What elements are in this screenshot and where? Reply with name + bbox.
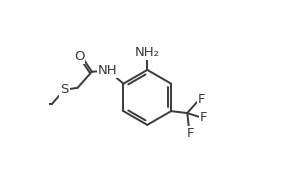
Text: F: F (200, 111, 208, 124)
Text: F: F (198, 93, 205, 106)
Text: NH₂: NH₂ (135, 46, 160, 59)
Text: O: O (74, 50, 84, 63)
Text: S: S (60, 83, 69, 96)
Text: F: F (186, 127, 194, 140)
Text: NH: NH (98, 64, 118, 77)
